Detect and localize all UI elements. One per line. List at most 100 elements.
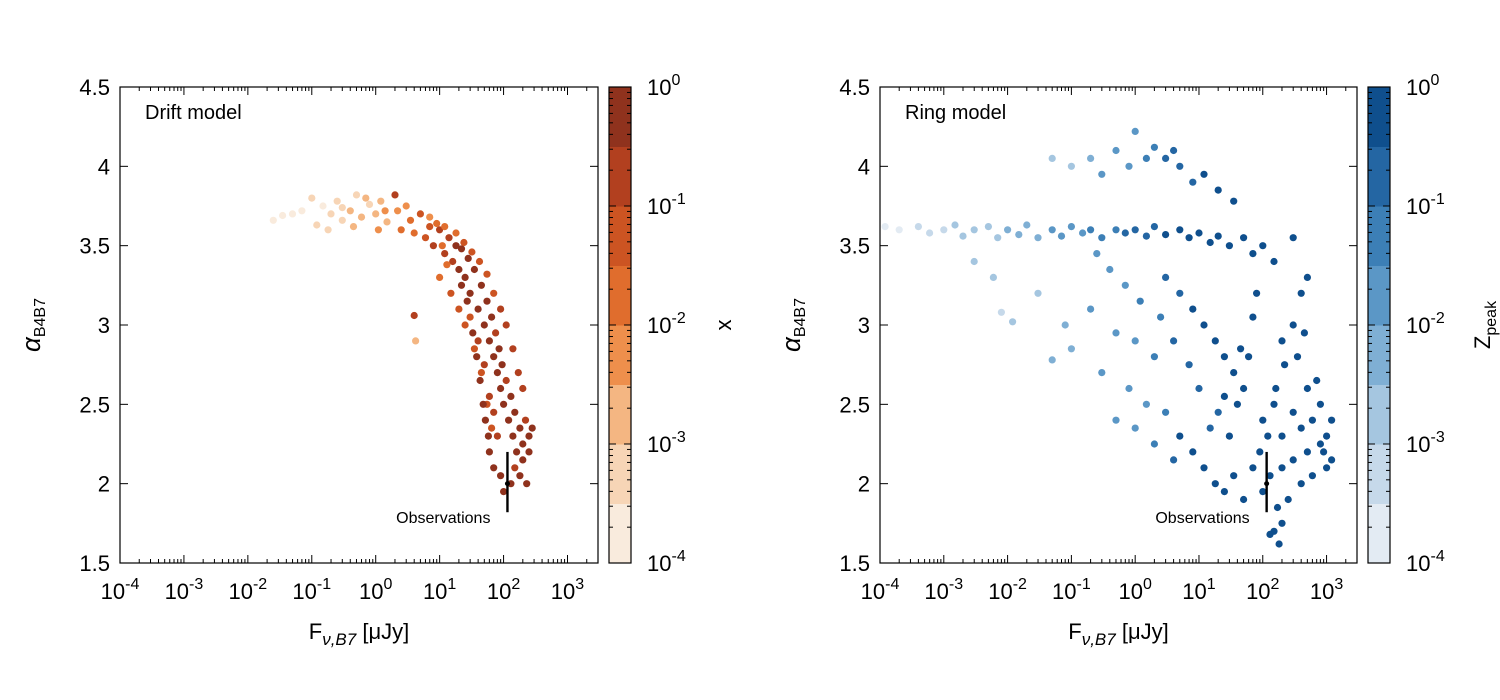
colorbar-segment — [1368, 444, 1390, 504]
data-point — [410, 229, 418, 237]
data-point — [1004, 226, 1012, 234]
x-tick-label: 10-2 — [228, 576, 267, 604]
data-point — [1185, 361, 1193, 369]
data-point — [1189, 178, 1197, 186]
data-point — [1150, 353, 1158, 361]
data-point — [1211, 337, 1219, 345]
data-point — [1289, 234, 1297, 242]
data-point — [346, 207, 354, 215]
y-tick-label: 3 — [98, 313, 110, 338]
data-point — [1308, 472, 1316, 480]
observation-label: Observations — [1155, 510, 1249, 527]
data-point — [1220, 392, 1228, 400]
data-point — [1284, 495, 1292, 504]
drift-model-panel: 10-4 10-3 10-2 10-1 100 101 102 103 1.5 2 2.5 3 3.5 4… — [16, 72, 736, 649]
data-point — [436, 273, 444, 281]
data-point — [1185, 234, 1193, 242]
data-point — [1249, 464, 1257, 472]
data-point — [1023, 221, 1031, 229]
data-point — [469, 329, 477, 337]
data-point — [1162, 154, 1170, 162]
data-point — [480, 321, 488, 329]
data-point — [485, 448, 493, 456]
data-point — [1034, 234, 1042, 242]
data-point — [484, 432, 492, 440]
data-point — [445, 234, 453, 242]
data-point — [1098, 170, 1106, 178]
data-point — [383, 218, 391, 226]
data-point — [479, 400, 487, 408]
y-tick-label: 4 — [98, 154, 110, 179]
colorbar-segment — [1368, 503, 1390, 564]
data-point — [495, 345, 503, 353]
data-point — [352, 191, 361, 199]
data-point — [1328, 416, 1336, 424]
data-point — [1176, 432, 1184, 440]
data-point — [473, 353, 481, 361]
data-point — [338, 204, 346, 212]
data-point — [1256, 448, 1264, 456]
data-point — [523, 480, 531, 488]
data-point — [1087, 226, 1095, 234]
data-point — [1176, 289, 1184, 297]
data-point — [1009, 318, 1017, 326]
colorbar-label: Zpeak — [1470, 300, 1500, 349]
data-point — [1293, 353, 1302, 361]
data-point — [497, 305, 505, 313]
data-point — [1230, 369, 1238, 377]
data-point — [406, 216, 415, 224]
data-point — [1131, 337, 1139, 345]
data-point — [500, 488, 508, 496]
colorbar-segment — [1368, 87, 1390, 147]
data-point — [333, 197, 341, 205]
colorbar-segment — [1368, 265, 1390, 326]
data-point — [970, 226, 978, 234]
data-point — [1297, 424, 1305, 432]
data-point — [1106, 265, 1114, 274]
data-point — [1061, 321, 1069, 329]
plot-frame — [119, 86, 599, 564]
colorbar-segment — [1368, 206, 1390, 266]
data-point — [1176, 226, 1184, 234]
colorbar: 10-4 10-3 10-2 10-1 100 Zpeak — [1367, 72, 1500, 576]
data-point — [1278, 519, 1286, 527]
data-point — [1273, 503, 1282, 512]
data-point — [1278, 337, 1286, 345]
data-point — [455, 265, 463, 274]
data-point — [514, 369, 522, 377]
observation-point — [1264, 481, 1270, 487]
ring-model-panel: 10-4 10-3 10-2 10-1 100 101 102 103 1.5 2 2.5 3 3.5 4… — [776, 72, 1500, 649]
data-point — [1048, 154, 1056, 162]
observation-marker: Observations — [396, 451, 510, 527]
data-point — [516, 424, 524, 432]
x-tick-label: 101 — [423, 576, 456, 604]
data-point — [426, 223, 434, 231]
data-point — [461, 273, 469, 281]
data-point — [970, 257, 978, 266]
data-point — [374, 226, 382, 234]
data-point — [1220, 488, 1228, 496]
y-axis: 1.5 2 2.5 3 3.5 4 4.5 — [79, 75, 598, 576]
data-point — [519, 384, 527, 393]
data-point — [525, 448, 533, 456]
data-point — [500, 400, 508, 408]
data-point — [1297, 289, 1305, 297]
data-point — [394, 207, 402, 215]
data-point — [1200, 464, 1208, 472]
data-point — [443, 261, 451, 269]
data-point — [1320, 448, 1328, 456]
data-point — [483, 270, 491, 278]
colorbar-tick-label: 10-1 — [1406, 191, 1445, 219]
data-point — [480, 361, 488, 369]
data-point — [377, 197, 385, 205]
data-point — [1131, 127, 1139, 135]
data-point — [490, 289, 498, 297]
data-point — [483, 297, 491, 305]
data-point — [1162, 231, 1170, 239]
data-point — [1142, 232, 1150, 240]
data-point — [1308, 416, 1316, 424]
data-point — [412, 337, 420, 345]
data-point — [1150, 143, 1158, 151]
x-axis: 10-4 10-3 10-2 10-1 100 101 102 103 — [861, 87, 1358, 604]
x-tick-label: 10-1 — [1052, 576, 1091, 604]
